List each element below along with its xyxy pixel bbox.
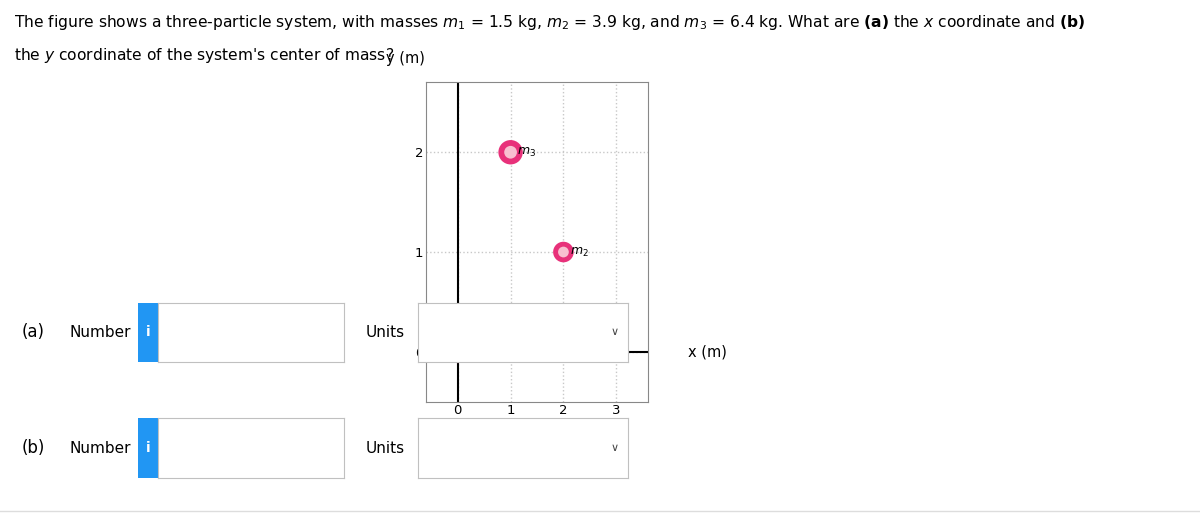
Point — [500, 148, 520, 157]
Point — [554, 248, 574, 256]
Text: Units: Units — [366, 440, 406, 456]
Text: ∨: ∨ — [611, 443, 619, 453]
Text: Number: Number — [70, 324, 131, 340]
Text: ∨: ∨ — [611, 327, 619, 337]
Text: $m_1$: $m_1$ — [462, 317, 481, 330]
Point — [500, 148, 520, 157]
Text: i: i — [146, 441, 150, 455]
Point — [448, 348, 467, 356]
Text: Units: Units — [366, 324, 406, 340]
Text: $m_3$: $m_3$ — [517, 146, 536, 159]
Text: (a): (a) — [22, 323, 44, 341]
Point — [448, 348, 467, 356]
Text: (b): (b) — [22, 439, 44, 457]
Text: x (m): x (m) — [688, 345, 727, 359]
Text: y (m): y (m) — [386, 52, 425, 66]
Text: i: i — [146, 325, 150, 339]
Text: The figure shows a three-particle system, with masses $m_1$ = 1.5 kg, $m_2$ = 3.: The figure shows a three-particle system… — [14, 13, 1086, 32]
Text: Number: Number — [70, 440, 131, 456]
Text: $m_2$: $m_2$ — [570, 246, 588, 259]
Point — [554, 248, 574, 256]
Text: the $y$ coordinate of the system's center of mass?: the $y$ coordinate of the system's cente… — [14, 46, 395, 65]
